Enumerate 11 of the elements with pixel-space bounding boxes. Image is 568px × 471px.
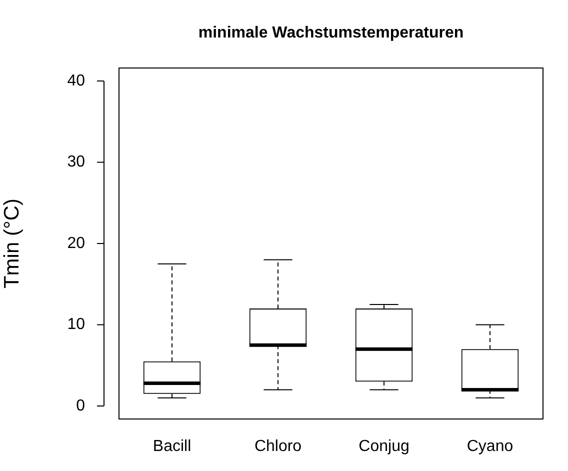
y-tick-label: 10: [67, 316, 86, 334]
y-tick-label: 20: [67, 234, 86, 252]
x-tick-label: Chloro: [254, 438, 302, 456]
y-tick-label: 40: [67, 72, 86, 90]
y-tick-label: 30: [67, 154, 86, 171]
x-tick-label: Cyano: [466, 438, 514, 456]
x-tick-label: Conjug: [358, 438, 410, 456]
x-tick-label: Bacill: [152, 438, 192, 456]
chart-title: minimale Wachstumstemperaturen: [198, 24, 464, 42]
y-tick-label: 0: [76, 397, 86, 414]
y-axis-title: Tmin (°C): [0, 198, 24, 289]
